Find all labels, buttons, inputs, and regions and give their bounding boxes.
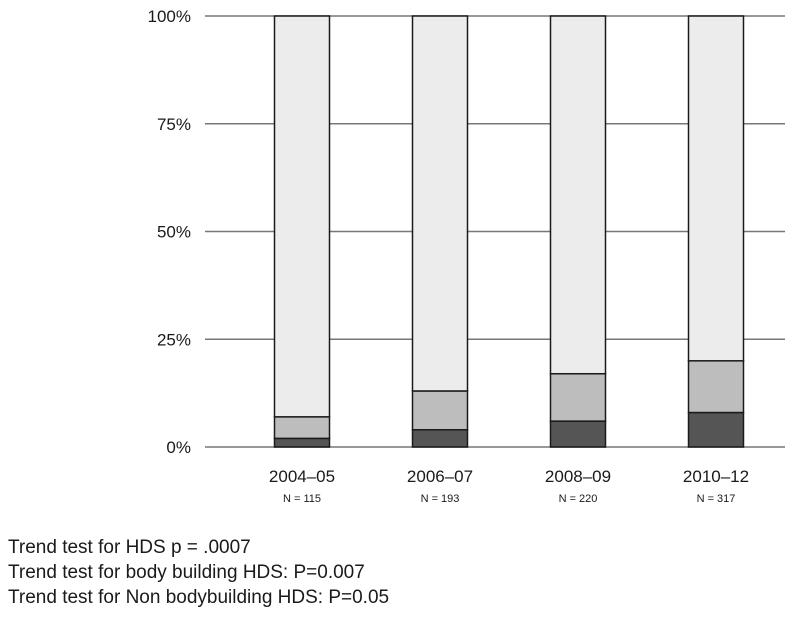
bar-segment [687, 15, 745, 362]
y-tick-label: 100% [148, 7, 191, 26]
y-tick-label: 50% [157, 223, 191, 242]
bar-segment [411, 390, 469, 431]
bar-stack [273, 15, 331, 448]
y-axis-tick-labels: 0% 25% 50% 75% 100% [148, 7, 191, 457]
trend-test-notes: Trend test for HDS p = .0007 Trend test … [8, 535, 389, 610]
trend-note-hds: Trend test for HDS p = .0007 [8, 537, 251, 558]
bar-segment [549, 420, 607, 448]
bar-segment [273, 416, 331, 440]
stacked-bar-chart: 0% 25% 50% 75% 100% 2004–05 N = 115 2006–07 N =… [148, 7, 785, 505]
y-tick-label: 25% [157, 330, 191, 349]
bar-segment [411, 429, 469, 448]
bar-stack [549, 15, 607, 448]
x-category-label: 2010–12 [683, 467, 749, 486]
trend-note-non-bodybuilding: Trend test for Non bodybuilding HDS: P=0… [8, 587, 390, 608]
bar-stack [411, 15, 469, 448]
bars [273, 15, 745, 448]
bar-segment [687, 360, 745, 414]
bar-segment [411, 15, 469, 392]
trend-note-bodybuilding: Trend test for body building HDS: P=0.00… [8, 562, 365, 583]
x-category-label: 2004–05 [269, 467, 335, 486]
bar-segment [273, 437, 331, 448]
bar-segment [273, 15, 331, 418]
bar-segment [549, 15, 607, 375]
y-tick-label: 75% [157, 115, 191, 134]
x-sample-size-label: N = 115 [283, 493, 321, 505]
y-tick-label: 0% [166, 438, 191, 457]
x-category-label: 2006–07 [407, 467, 473, 486]
bar-segment [687, 411, 745, 448]
x-axis-labels: 2004–05 N = 115 2006–07 N = 193 2008–09 N = 2… [269, 467, 749, 505]
x-sample-size-label: N = 220 [559, 493, 598, 505]
bar-stack [687, 15, 745, 448]
x-sample-size-label: N = 193 [421, 493, 460, 505]
x-sample-size-label: N = 317 [697, 493, 736, 505]
bar-segment [549, 372, 607, 422]
x-category-label: 2008–09 [545, 467, 611, 486]
